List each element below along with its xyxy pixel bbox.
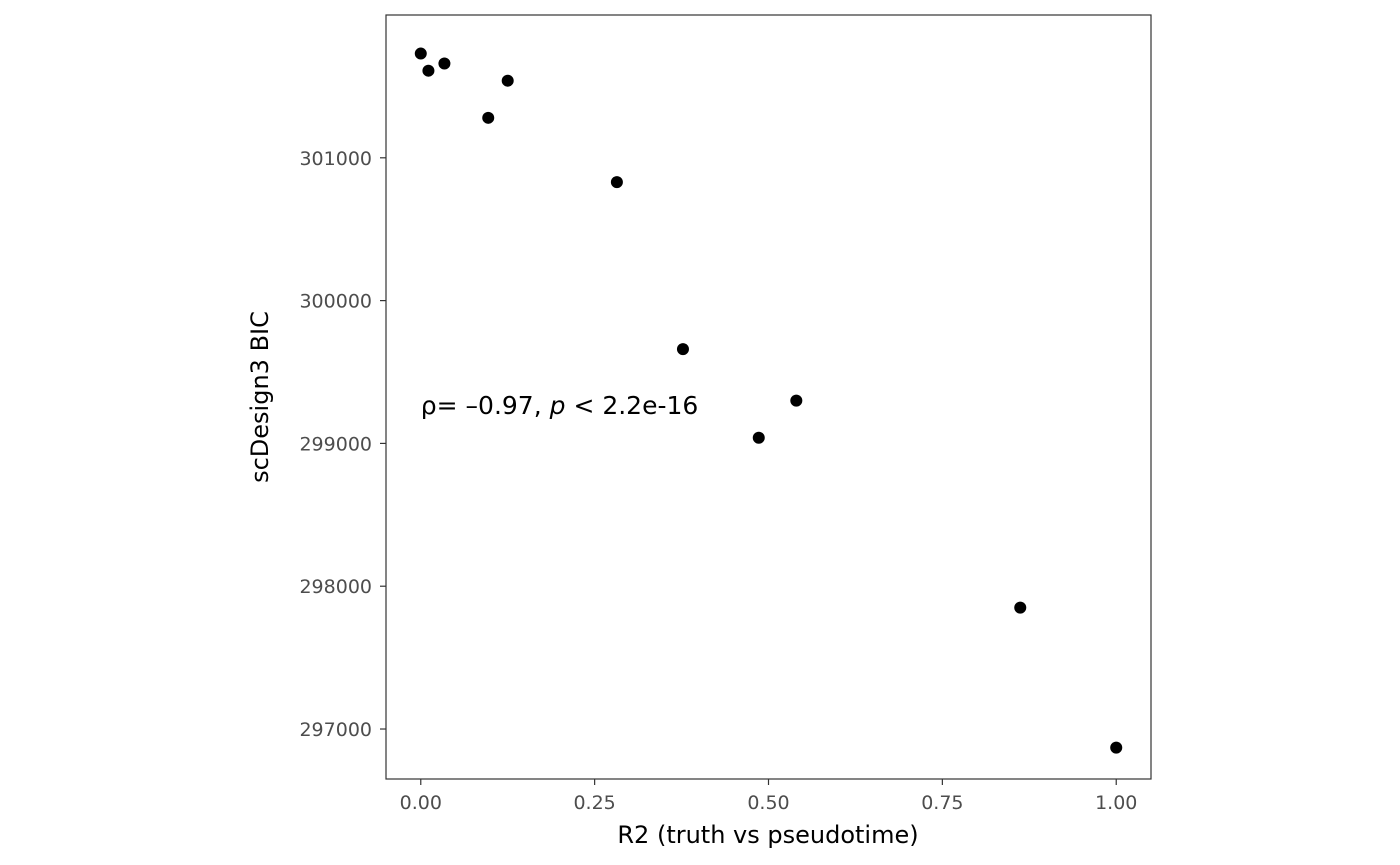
data-point: [422, 64, 435, 77]
y-tick-label: 301000: [299, 148, 372, 170]
data-points: [414, 47, 1123, 754]
y-tick-label: 300000: [299, 291, 372, 313]
rho-value: = –0.97,: [437, 391, 542, 420]
x-tick-label: 0.25: [573, 792, 615, 814]
data-point: [501, 74, 514, 87]
y-axis-title: scDesign3 BIC: [246, 311, 274, 483]
data-point: [1014, 601, 1027, 614]
x-tick-label: 1.00: [1095, 792, 1137, 814]
data-point: [610, 176, 623, 189]
p-value: < 2.2e-16: [573, 391, 698, 420]
x-axis: 0.00 0.25 0.50 0.75 1.00: [400, 779, 1137, 814]
data-point: [790, 394, 803, 407]
data-point: [414, 47, 427, 60]
x-tick-label: 0.50: [747, 792, 789, 814]
data-point: [438, 57, 451, 70]
data-point: [482, 111, 495, 124]
data-point: [752, 431, 765, 444]
data-point: [1110, 741, 1123, 754]
y-tick-label: 297000: [299, 719, 372, 741]
x-tick-label: 0.00: [400, 792, 442, 814]
x-tick-label: 0.75: [921, 792, 963, 814]
p-symbol: p: [549, 391, 566, 420]
y-tick-label: 298000: [299, 576, 372, 598]
data-point: [676, 343, 689, 356]
y-axis: 297000 298000 299000 300000 301000: [299, 148, 386, 741]
rho-symbol: ρ: [421, 391, 437, 420]
plot-panel: [385, 14, 1152, 780]
x-axis-title: R2 (truth vs pseudotime): [617, 821, 918, 849]
y-tick-label: 299000: [299, 433, 372, 455]
correlation-annotation: ρ= –0.97, p < 2.2e-16: [421, 391, 699, 420]
